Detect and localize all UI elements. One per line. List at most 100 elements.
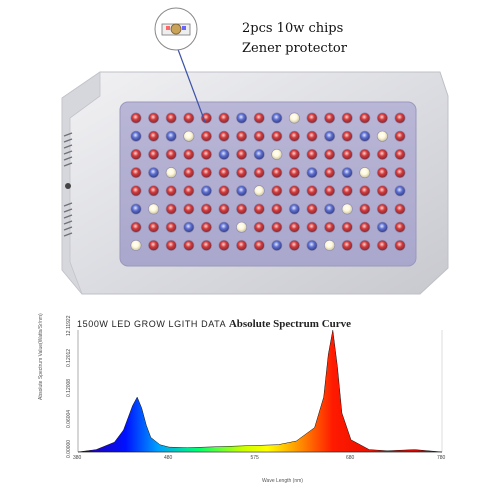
led-diode: [306, 185, 318, 197]
x-tick-label: 380: [73, 455, 82, 461]
spectrum-title: 1500W LED GROW LGITH DATA Absolute Spect…: [77, 318, 351, 330]
led-diode: [148, 203, 160, 215]
led-diode: [288, 185, 300, 197]
y-tick-label: 0.12012: [66, 348, 72, 367]
led-diode: [253, 112, 265, 124]
led-diode: [200, 148, 212, 160]
led-diode: [376, 203, 388, 215]
led-diode: [376, 239, 388, 251]
led-diode: [324, 112, 336, 124]
led-diode: [359, 185, 371, 197]
led-diode: [253, 167, 265, 179]
led-diode: [130, 130, 142, 142]
led-diode: [148, 130, 160, 142]
led-diode: [306, 148, 318, 160]
led-diode: [130, 203, 142, 215]
led-diode: [394, 221, 406, 233]
spectrum-title-prefix: 1500W LED GROW LGITH DATA: [77, 319, 226, 329]
chip-icon: [170, 23, 182, 35]
led-diode: [324, 185, 336, 197]
led-diode: [359, 167, 371, 179]
led-diode: [306, 239, 318, 251]
y-axis-label: Absolute Spectrum Value(Watts/Sr/nm): [38, 313, 44, 400]
led-diode: [376, 185, 388, 197]
led-diode: [376, 130, 388, 142]
led-diode: [253, 130, 265, 142]
x-tick-label: 480: [164, 455, 173, 461]
led-diode: [324, 203, 336, 215]
led-diode: [341, 203, 353, 215]
led-diode: [376, 221, 388, 233]
led-diode: [200, 203, 212, 215]
led-diode: [324, 148, 336, 160]
led-diode: [165, 130, 177, 142]
side-vents: [63, 132, 73, 237]
spectrum-area: [77, 329, 443, 453]
led-diode: [130, 185, 142, 197]
led-diode: [200, 221, 212, 233]
led-diode: [288, 221, 300, 233]
led-diode: [271, 148, 283, 160]
led-diode: [376, 148, 388, 160]
led-diode: [306, 130, 318, 142]
led-diode: [165, 148, 177, 160]
led-diode: [288, 239, 300, 251]
led-diode: [306, 221, 318, 233]
led-diode: [306, 167, 318, 179]
led-diode: [200, 239, 212, 251]
led-diode: [218, 185, 230, 197]
led-diode: [148, 239, 160, 251]
led-diode: [130, 112, 142, 124]
led-diode: [165, 203, 177, 215]
led-diode: [394, 148, 406, 160]
led-diode: [324, 167, 336, 179]
spectrum-title-main: Absolute Spectrum Curve: [228, 318, 352, 330]
led-diode: [341, 130, 353, 142]
led-diode: [183, 130, 195, 142]
led-diode: [236, 130, 248, 142]
led-diode: [148, 221, 160, 233]
led-grid: [130, 112, 406, 251]
led-diode: [394, 167, 406, 179]
led-diode: [236, 239, 248, 251]
led-diode: [183, 167, 195, 179]
led-diode: [341, 167, 353, 179]
led-diode: [271, 112, 283, 124]
led-diode: [324, 130, 336, 142]
led-diode: [253, 148, 265, 160]
led-diode: [183, 221, 195, 233]
led-diode: [341, 148, 353, 160]
led-diode: [130, 239, 142, 251]
led-diode: [306, 112, 318, 124]
led-diode: [218, 148, 230, 160]
led-diode: [253, 239, 265, 251]
led-diode: [394, 130, 406, 142]
y-tick-label: 0.00000: [66, 439, 72, 458]
led-diode: [130, 167, 142, 179]
led-diode: [253, 221, 265, 233]
led-diode: [165, 239, 177, 251]
led-diode: [183, 239, 195, 251]
led-diode: [200, 130, 212, 142]
led-diode: [288, 112, 300, 124]
y-tick-label: 12.11922: [66, 315, 72, 336]
led-diode: [200, 167, 212, 179]
led-diode: [130, 221, 142, 233]
led-diode: [271, 130, 283, 142]
led-diode: [359, 203, 371, 215]
led-diode: [271, 203, 283, 215]
led-diode: [183, 185, 195, 197]
led-face: [119, 101, 417, 267]
led-diode: [148, 148, 160, 160]
led-diode: [200, 112, 212, 124]
led-diode: [183, 112, 195, 124]
led-diode: [288, 167, 300, 179]
led-diode: [148, 112, 160, 124]
led-diode: [236, 148, 248, 160]
y-tick-label: 0.06004: [66, 409, 72, 428]
callout-line-2: Zener protector: [242, 41, 347, 56]
led-diode: [218, 239, 230, 251]
led-diode: [341, 185, 353, 197]
x-tick-label: 680: [346, 455, 355, 461]
